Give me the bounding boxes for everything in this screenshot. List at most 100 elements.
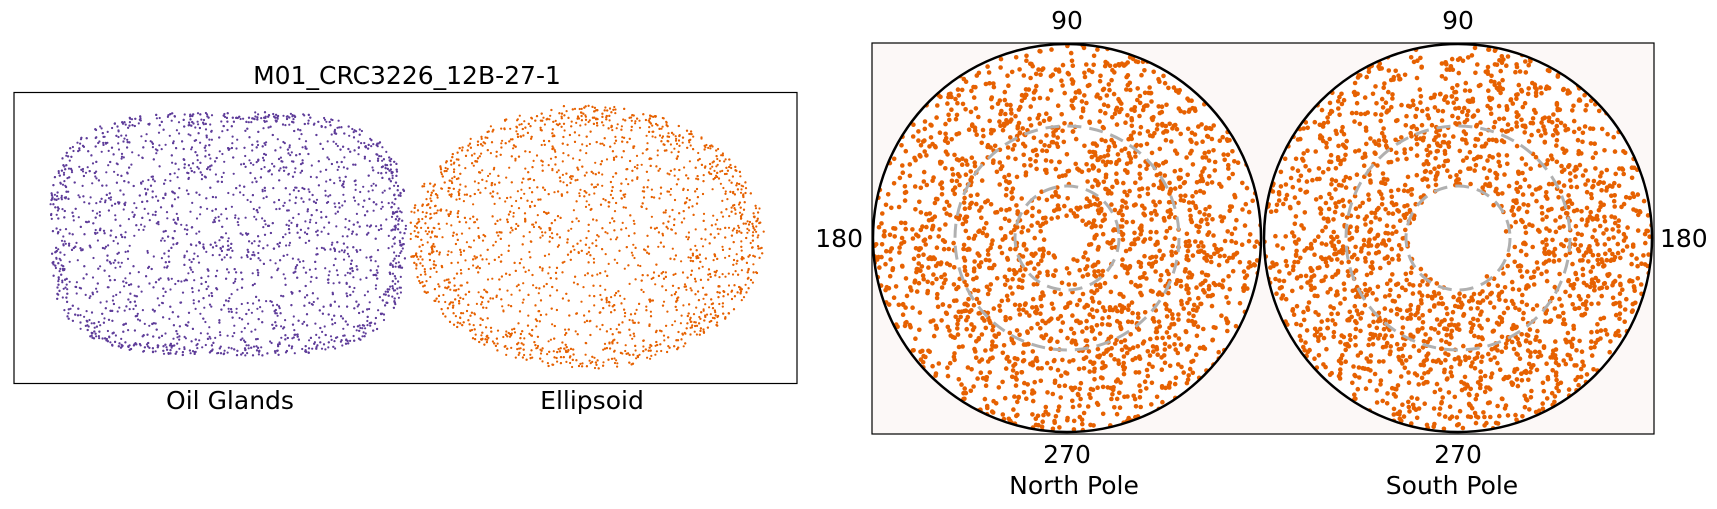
oil-glands-point [349, 150, 352, 153]
oil-glands-point [226, 112, 229, 115]
oil-glands-point [381, 159, 384, 162]
ellipsoid-point [715, 165, 718, 168]
ellipsoid-point [746, 227, 749, 230]
oil-glands-point [375, 269, 378, 272]
ellipsoid-point [616, 341, 619, 344]
oil-glands-point [290, 151, 293, 154]
oil-glands-point [316, 234, 319, 237]
oil-glands-point [353, 339, 356, 342]
oil-glands-point [390, 215, 394, 218]
ellipsoid-point [630, 251, 634, 254]
oil-glands-point [241, 351, 244, 355]
oil-glands-point [308, 198, 311, 201]
ellipsoid-point [532, 223, 535, 226]
oil-glands-point [108, 192, 111, 195]
oil-glands-point [60, 194, 63, 197]
ellipsoid-point [682, 304, 685, 307]
oil-glands-point [301, 146, 304, 149]
ellipsoid-point [649, 122, 653, 125]
oil-glands-point [265, 141, 268, 144]
ellipsoid-point [513, 331, 517, 334]
ellipsoid-point [593, 304, 596, 307]
ellipsoid-point [437, 222, 440, 225]
ellipsoid-point [695, 306, 698, 309]
oil-glands-point [183, 256, 186, 259]
oil-glands-point [368, 197, 371, 200]
oil-glands-point [332, 345, 335, 348]
oil-glands-point [60, 239, 64, 242]
ellipsoid-point [521, 301, 524, 304]
oil-glands-point [141, 156, 144, 160]
ellipsoid-point [516, 348, 519, 351]
oil-glands-point [145, 275, 148, 278]
oil-glands-point [393, 297, 396, 300]
oil-glands-point [141, 200, 144, 203]
oil-glands-point [304, 284, 307, 288]
oil-glands-point [205, 250, 208, 253]
oil-glands-point [164, 343, 167, 346]
ellipsoid-point [413, 211, 416, 214]
oil-glands-point [314, 267, 317, 270]
ellipsoid-point [579, 239, 582, 242]
oil-glands-point [309, 336, 312, 339]
oil-glands-point [278, 241, 281, 244]
oil-glands-point [371, 166, 374, 169]
ellipsoid-point [735, 262, 738, 265]
oil-glands-point [56, 297, 59, 300]
ellipsoid-point [547, 164, 550, 167]
oil-glands-point [126, 141, 129, 144]
oil-glands-point [85, 310, 88, 313]
oil-glands-point [336, 126, 339, 129]
ellipsoid-point [528, 231, 531, 234]
oil-glands-point [293, 171, 296, 174]
oil-glands-point [162, 128, 165, 131]
ellipsoid-point [731, 229, 734, 232]
oil-glands-point [205, 287, 208, 291]
ellipsoid-point [664, 211, 667, 214]
ellipsoid-point [614, 135, 617, 138]
ellipsoid-point [666, 310, 669, 313]
oil-glands-point [307, 152, 310, 156]
oil-glands-point [354, 188, 357, 191]
oil-glands-point [255, 218, 258, 221]
oil-glands-point [365, 256, 368, 259]
oil-glands-point [118, 201, 121, 204]
ellipsoid-point [580, 107, 583, 110]
ellipsoid-point [573, 140, 577, 143]
oil-glands-point [350, 259, 353, 262]
oil-glands-point [171, 161, 174, 164]
ellipsoid-point [518, 289, 521, 292]
oil-glands-point [282, 166, 285, 169]
ellipsoid-point [746, 220, 749, 223]
oil-glands-point [55, 249, 58, 253]
oil-glands-point [95, 287, 98, 290]
ellipsoid-point [724, 190, 727, 193]
oil-glands-point [220, 308, 223, 311]
oil-glands-point [135, 343, 138, 346]
oil-glands-point [197, 261, 201, 264]
oil-glands-point [377, 157, 380, 160]
oil-glands-point [349, 293, 352, 297]
oil-glands-point [309, 280, 312, 283]
oil-glands-point [350, 232, 354, 235]
oil-glands-point [226, 128, 229, 132]
oil-glands-point [399, 251, 402, 255]
oil-glands-point [189, 167, 192, 170]
oil-glands-point [372, 182, 375, 185]
oil-glands-point [226, 268, 229, 271]
ellipsoid-point [572, 281, 576, 284]
oil-glands-point [327, 278, 330, 281]
oil-glands-point [272, 247, 275, 250]
oil-glands-point [103, 232, 106, 235]
oil-glands-point [322, 343, 326, 346]
oil-glands-point [255, 146, 258, 149]
oil-glands-point [297, 128, 300, 131]
ellipsoid-point [634, 349, 637, 352]
oil-glands-point [277, 305, 281, 308]
oil-glands-point [395, 168, 398, 171]
oil-glands-point [125, 134, 128, 137]
ellipsoid-point [456, 325, 459, 329]
oil-glands-point [399, 191, 402, 195]
oil-glands-point [355, 265, 358, 268]
oil-glands-point [186, 228, 189, 231]
